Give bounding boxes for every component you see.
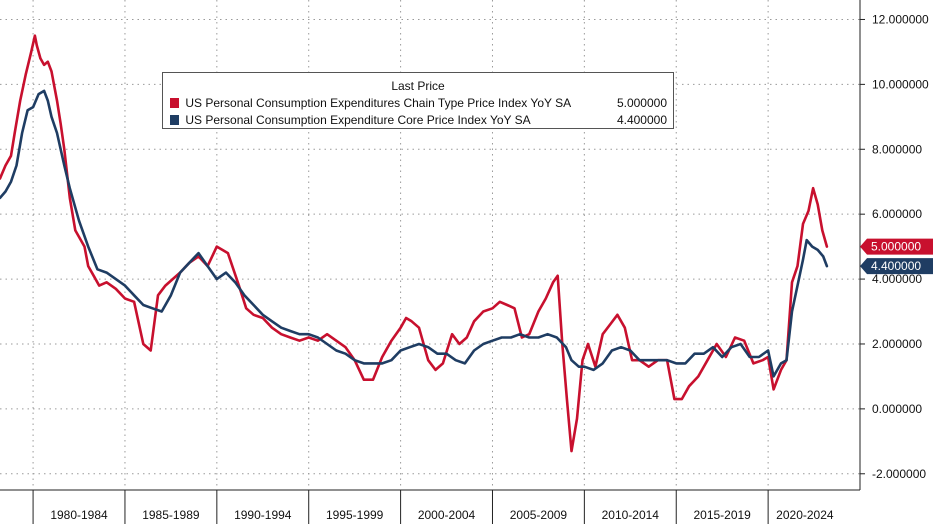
x-tick-label: 1990-1994 [234,508,292,522]
y-tick-label: 0.000000 [872,402,922,416]
legend: Last Price US Personal Consumption Expen… [162,72,674,129]
y-tick-label: 2.000000 [872,337,922,351]
x-tick-label: 1985-1989 [142,508,200,522]
y-tick-label: -2.000000 [872,467,926,481]
legend-swatch-red [170,98,179,108]
last-value-badge-core [860,258,933,275]
y-ticks: -2.000000 0.000000 2.000000 4.000000 6.00000… [860,12,929,481]
last-value-label: 5.000000 [871,240,921,254]
y-tick-label: 4.000000 [872,272,922,286]
y-tick-label: 10.000000 [872,77,929,91]
y-tick-label: 12.000000 [872,12,929,26]
x-tick-label: 2015-2019 [693,508,751,522]
legend-item-core-pce: US Personal Consumption Expenditure Core… [170,112,667,128]
y-tick-label: 8.000000 [872,142,922,156]
legend-item-headline-pce: US Personal Consumption Expenditures Cha… [170,95,667,111]
x-tick-label: 2020-2024 [776,508,834,522]
x-tick-label: 1995-1999 [326,508,384,522]
legend-value: 5.000000 [616,96,667,110]
x-tick-label: 2000-2004 [418,508,476,522]
x-tick-label: 2005-2009 [510,508,568,522]
legend-swatch-blue [170,115,179,125]
series-line-core-pce [0,89,829,378]
legend-value: 4.400000 [616,113,667,127]
legend-title: Last Price [391,79,445,93]
x-tick-label: 2010-2014 [602,508,660,522]
last-value-badges: 5.000000 4.400000 [860,238,933,275]
y-tick-label: 6.000000 [872,207,922,221]
x-ticks: 1980-1984 1985-1989 1990-1994 1995-1999 2000… [32,490,834,524]
series-line-headline-pce [0,34,829,453]
last-value-badge-headline [860,238,933,255]
axes [0,0,861,491]
legend-label: US Personal Consumption Expenditure Core… [185,113,531,127]
legend-label: US Personal Consumption Expenditures Cha… [185,96,572,110]
last-value-label: 4.400000 [871,259,921,273]
series-lines [0,34,829,453]
x-tick-label: 1980-1984 [50,508,108,522]
